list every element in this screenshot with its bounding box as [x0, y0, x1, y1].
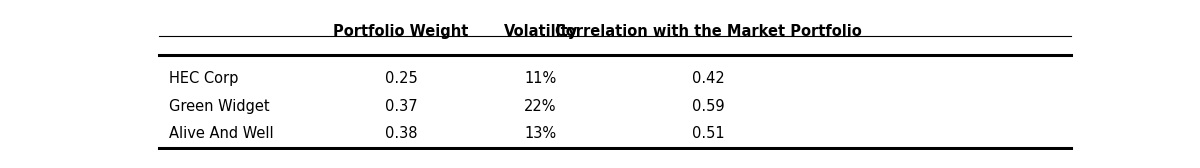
Text: 0.42: 0.42 [691, 71, 725, 86]
Text: Alive And Well: Alive And Well [168, 127, 274, 141]
Text: Correlation with the Market Portfolio: Correlation with the Market Portfolio [554, 24, 862, 39]
Text: HEC Corp: HEC Corp [168, 71, 238, 86]
Text: 22%: 22% [524, 99, 557, 114]
Text: Green Widget: Green Widget [168, 99, 269, 114]
Text: 0.37: 0.37 [385, 99, 418, 114]
Text: 0.51: 0.51 [691, 127, 725, 141]
Text: Volatility: Volatility [504, 24, 577, 39]
Text: Portfolio Weight: Portfolio Weight [334, 24, 469, 39]
Text: 0.25: 0.25 [385, 71, 418, 86]
Text: 0.59: 0.59 [691, 99, 725, 114]
Text: 0.38: 0.38 [385, 127, 418, 141]
Text: 13%: 13% [524, 127, 557, 141]
Text: 11%: 11% [524, 71, 557, 86]
